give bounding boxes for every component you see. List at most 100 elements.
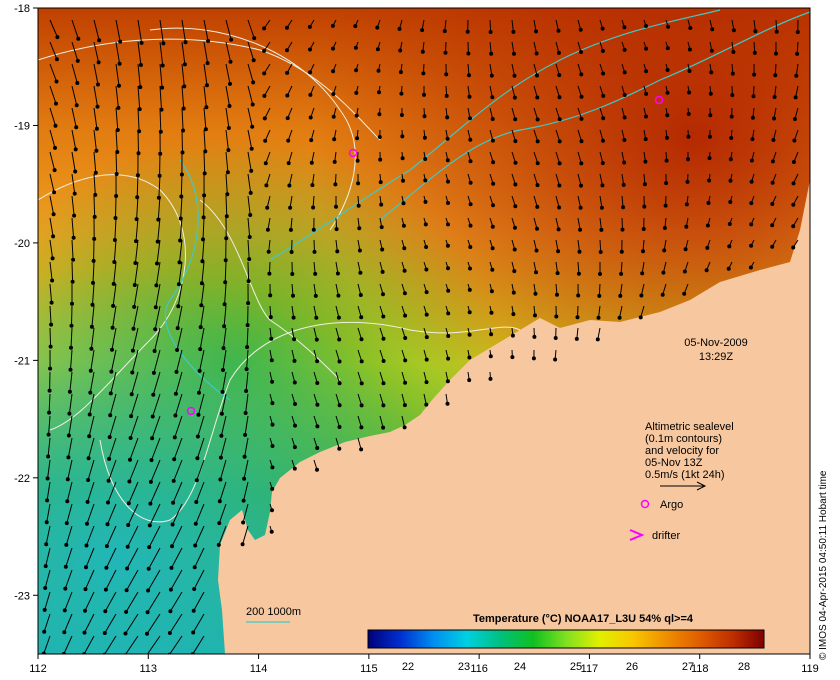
velocity-vector-head: [556, 28, 561, 33]
velocity-vector-head: [244, 367, 249, 372]
velocity-vector-head: [182, 84, 187, 89]
velocity-vector-head: [663, 203, 668, 208]
velocity-vector-head: [217, 499, 222, 504]
velocity-vector-head: [641, 249, 645, 254]
velocity-vector: [67, 459, 73, 480]
velocity-vector: [137, 129, 139, 154]
velocity-vector-head: [67, 389, 72, 394]
velocity-vector-head: [268, 293, 273, 298]
velocity-vector-head: [194, 500, 199, 504]
velocity-vector-head: [103, 609, 108, 614]
velocity-vector-head: [289, 250, 294, 254]
velocity-vector-head: [576, 293, 581, 298]
velocity-vector-head: [116, 105, 121, 110]
velocity-vector-head: [221, 368, 225, 372]
velocity-vector-head: [619, 249, 624, 254]
velocity-vector-head: [402, 268, 407, 273]
velocity-vector-head: [445, 158, 450, 163]
velocity-vector: [93, 129, 97, 151]
y-tick-label: -22: [14, 473, 30, 485]
velocity-vector-head: [752, 72, 757, 77]
velocity-vector: [125, 591, 139, 613]
velocity-vector-head: [206, 39, 211, 43]
velocity-vector-head: [285, 25, 289, 30]
date-label: 05-Nov-2009: [684, 337, 748, 349]
velocity-vector-head: [176, 304, 181, 309]
velocity-vector: [93, 195, 96, 217]
velocity-vector-head: [160, 63, 165, 68]
velocity-vector-head: [51, 234, 56, 239]
velocity-vector-head: [535, 161, 540, 166]
velocity-vector-head: [468, 223, 473, 228]
velocity-vector: [49, 129, 56, 149]
velocity-vector-head: [421, 71, 426, 76]
velocity-vector: [93, 151, 97, 173]
velocity-vector-head: [622, 47, 627, 52]
velocity-vector: [115, 107, 119, 131]
velocity-vector-head: [791, 160, 796, 164]
velocity-vector-head: [381, 314, 386, 319]
velocity-vector: [71, 217, 75, 238]
velocity-vector-head: [621, 205, 626, 210]
velocity-vector: [71, 129, 77, 150]
velocity-vector-head: [791, 224, 796, 229]
velocity-vector-head: [93, 170, 98, 175]
velocity-vector-head: [355, 136, 360, 141]
velocity-vector-head: [443, 50, 448, 55]
velocity-vector-head: [445, 243, 450, 248]
velocity-vector-head: [397, 26, 402, 31]
velocity-vector: [49, 85, 57, 104]
velocity-vector-head: [292, 337, 297, 342]
velocity-vector-head: [644, 91, 649, 96]
velocity-vector: [115, 41, 121, 64]
velocity-vector-head: [423, 178, 428, 183]
velocity-vector-head: [228, 81, 232, 86]
velocity-vector: [64, 569, 73, 589]
velocity-vector: [88, 437, 95, 459]
velocity-vector: [47, 459, 51, 479]
velocity-vector-head: [359, 403, 364, 408]
velocity-vector-head: [555, 271, 560, 276]
velocity-vector-head: [315, 359, 320, 364]
velocity-vector-head: [446, 266, 450, 271]
velocity-vector-head: [128, 436, 133, 440]
velocity-vector-head: [242, 454, 247, 459]
velocity-vector-head: [152, 349, 157, 353]
velocity-vector-head: [402, 291, 407, 296]
velocity-vector-head: [644, 69, 649, 74]
velocity-vector-head: [534, 248, 539, 253]
velocity-vector: [198, 393, 205, 415]
velocity-vector: [109, 415, 117, 438]
velocity-vector-head: [381, 425, 386, 430]
velocity-vector-head: [337, 337, 342, 342]
velocity-vector: [243, 481, 249, 501]
velocity-vector: [177, 305, 183, 329]
velocity-vector-head: [467, 378, 472, 383]
velocity-vector-head: [490, 224, 495, 229]
velocity-vector-head: [489, 310, 494, 315]
velocity-vector-head: [85, 521, 89, 526]
velocity-vector: [173, 459, 183, 482]
velocity-vector-head: [154, 283, 159, 288]
velocity-vector: [112, 283, 117, 306]
velocity-vector-head: [488, 354, 493, 359]
velocity-vector: [49, 195, 55, 215]
velocity-vector: [148, 525, 161, 548]
velocity-vector: [181, 63, 185, 87]
velocity-vector-head: [245, 345, 250, 350]
velocity-vector-head: [76, 36, 81, 41]
y-tick-label: -20: [14, 238, 30, 250]
velocity-vector-head: [467, 355, 472, 360]
velocity-vector-head: [490, 138, 495, 143]
velocity-vector-head: [288, 227, 293, 232]
velocity-vector: [247, 85, 254, 105]
velocity-vector: [137, 85, 141, 110]
velocity-vector-head: [512, 51, 516, 56]
velocity-vector-head: [47, 388, 52, 393]
velocity-vector: [169, 613, 183, 634]
velocity-vector-head: [334, 204, 338, 209]
velocity-vector-head: [707, 134, 712, 139]
velocity-vector-head: [381, 381, 386, 386]
velocity-vector-head: [250, 102, 255, 107]
velocity-vector-head: [263, 138, 268, 143]
